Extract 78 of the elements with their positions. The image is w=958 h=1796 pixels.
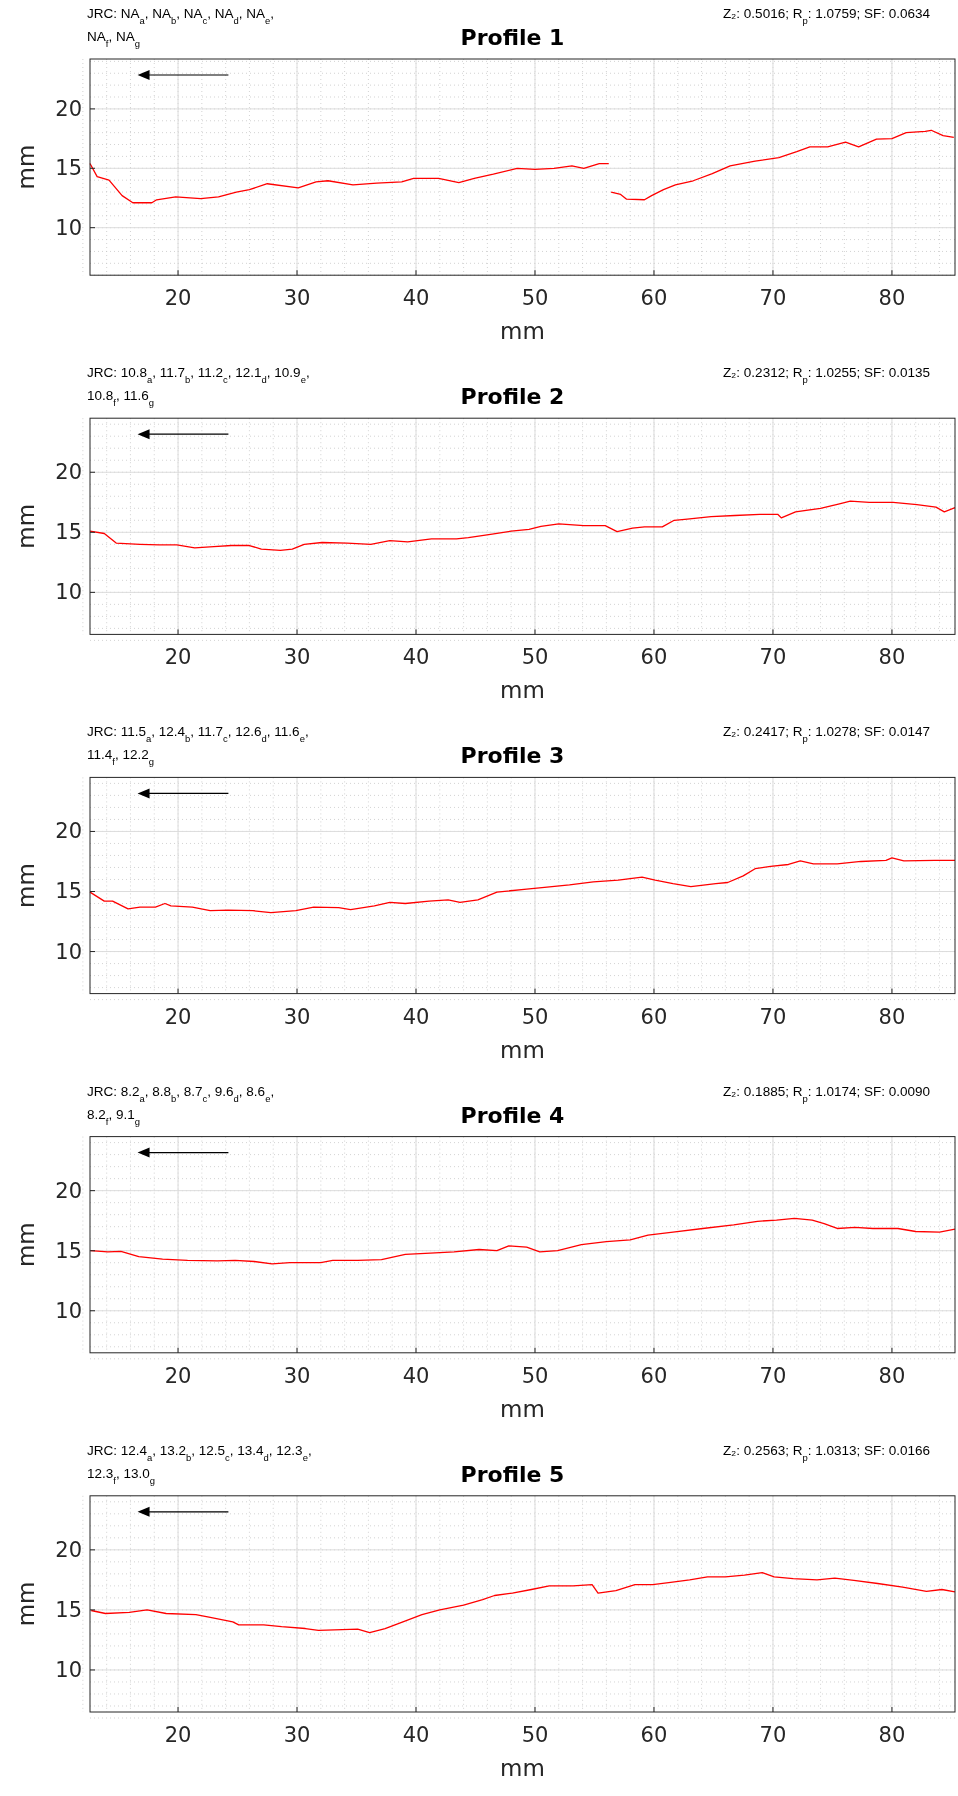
text: Z₂: 0.1885; R$_{p}$: 1.0174; SF: 0.0090 xyxy=(722,1083,930,1104)
text: Z₂: 0.2312; R$_{p}$: 1.0255; SF: 0.0135 xyxy=(722,365,930,385)
text: Z₂: 0.2563; R$_{p}$: 1.0313; SF: 0.0166 xyxy=(722,1442,930,1463)
y-tick-label: 15 xyxy=(55,520,82,545)
text: JRC: 11.5$_{a}$, 12.4$_{b}$, 11.7$_{c}$, 12.6$_{d}$, 11.6$_{e}$, 11.4$_{f}$, 12.2$_{g}$ xyxy=(87,724,309,767)
line-series xyxy=(90,1572,956,1634)
y-axis-title: mm xyxy=(13,863,39,908)
x-axis-title: mm xyxy=(500,318,545,345)
x-tick-label: 40 xyxy=(402,1723,430,1747)
line-series xyxy=(89,500,956,551)
text: JRC: NA$_{a}$, NA$_{b}$, NA$_{c}$, NA$_{d}$, NA$_{e}$, NA$_{f}$, NA$_{g}$ xyxy=(87,6,275,49)
x-tick-label: 60 xyxy=(640,1004,668,1029)
x-tick-label: 20 xyxy=(164,1363,192,1388)
y-tick-label: 10 xyxy=(55,1657,82,1682)
y-tick-label: 10 xyxy=(55,215,82,240)
x-tick-label: 60 xyxy=(640,286,668,311)
x-tick-label: 50 xyxy=(521,1004,549,1029)
y-tick-label: 15 xyxy=(55,879,82,904)
x-tick-label: 60 xyxy=(640,645,668,670)
x-tick-label: 20 xyxy=(164,1004,192,1029)
x-axis-title: mm xyxy=(500,1755,545,1781)
y-tick-label: 10 xyxy=(55,1298,82,1323)
x-tick-label: 50 xyxy=(521,286,549,311)
y-tick-label: 15 xyxy=(55,156,82,181)
x-tick-label: 20 xyxy=(164,645,192,670)
x-tick-label: 70 xyxy=(759,1004,787,1029)
x-tick-label: 60 xyxy=(640,1723,668,1747)
text: Z₂: 0.2417; R$_{p}$: 1.0278; SF: 0.0147 xyxy=(722,724,930,744)
x-tick-label: 50 xyxy=(521,645,549,670)
x-axis-title: mm xyxy=(500,1036,545,1063)
x-tick-label: 40 xyxy=(402,645,430,670)
x-tick-label: 80 xyxy=(878,645,906,670)
text: JRC: 12.4$_{a}$, 13.2$_{b}$, 12.5$_{c}$, 13.4$_{d}$, 12.3$_{e}$, 12.3$_{f}$, 13.0$_{g}$ xyxy=(87,1442,312,1486)
x-tick-label: 40 xyxy=(402,1363,430,1388)
y-tick-label: 20 xyxy=(55,96,82,121)
x-tick-label: 50 xyxy=(521,1363,549,1388)
line-series xyxy=(89,857,956,914)
chart-title: Profile 3 xyxy=(460,743,565,769)
y-tick-label: 20 xyxy=(55,1537,82,1562)
y-tick-label: 20 xyxy=(55,460,82,485)
x-tick-label: 30 xyxy=(283,1723,311,1747)
text: JRC: 10.8$_{a}$, 11.7$_{b}$, 11.2$_{c}$, 12.1$_{d}$, 10.9$_{e}$, 10.8$_{f}$, 11.6$_{g}$ xyxy=(87,365,310,408)
x-tick-label: 40 xyxy=(402,286,430,311)
text: JRC: 8.2$_{a}$, 8.8$_{b}$, 8.7$_{c}$, 9.6$_{d}$, 8.6$_{e}$, 8.2$_{f}$, 9.1$_{g}$ xyxy=(87,1083,275,1127)
x-tick-label: 30 xyxy=(283,286,311,311)
y-tick-label: 20 xyxy=(55,819,82,844)
y-tick-label: 15 xyxy=(55,1597,82,1622)
x-tick-label: 30 xyxy=(283,1004,311,1029)
y-axis-title: mm xyxy=(13,144,39,190)
x-tick-label: 40 xyxy=(402,1004,430,1029)
x-tick-label: 50 xyxy=(521,1723,549,1747)
y-tick-label: 10 xyxy=(55,939,82,964)
chart-title: Profile 1 xyxy=(460,25,565,50)
x-tick-label: 20 xyxy=(164,286,192,311)
x-tick-label: 80 xyxy=(878,1363,906,1388)
x-axis-title: mm xyxy=(500,677,545,704)
x-tick-label: 70 xyxy=(759,1723,787,1747)
text: Z₂: 0.5016; R$_{p}$: 1.0759; SF: 0.0634 xyxy=(722,6,931,26)
x-tick-label: 30 xyxy=(283,645,311,670)
chart-title: Profile 4 xyxy=(460,1102,565,1128)
x-tick-label: 20 xyxy=(164,1723,192,1747)
x-tick-label: 80 xyxy=(878,1004,906,1029)
x-tick-label: 70 xyxy=(759,1363,787,1388)
chart-title: Profile 2 xyxy=(460,384,565,410)
x-tick-label: 70 xyxy=(759,286,787,311)
y-axis-title: mm xyxy=(13,1581,39,1627)
y-axis-title: mm xyxy=(13,503,39,549)
x-tick-label: 60 xyxy=(640,1363,668,1388)
chart-title: Profile 5 xyxy=(460,1461,565,1487)
y-tick-label: 10 xyxy=(55,580,82,605)
x-tick-label: 80 xyxy=(878,286,906,311)
x-tick-label: 80 xyxy=(878,1723,906,1747)
x-axis-title: mm xyxy=(500,1395,545,1422)
y-tick-label: 15 xyxy=(55,1238,82,1263)
y-tick-label: 20 xyxy=(55,1178,82,1203)
x-tick-label: 30 xyxy=(283,1363,311,1388)
x-tick-label: 70 xyxy=(759,645,787,670)
y-axis-title: mm xyxy=(13,1222,39,1268)
